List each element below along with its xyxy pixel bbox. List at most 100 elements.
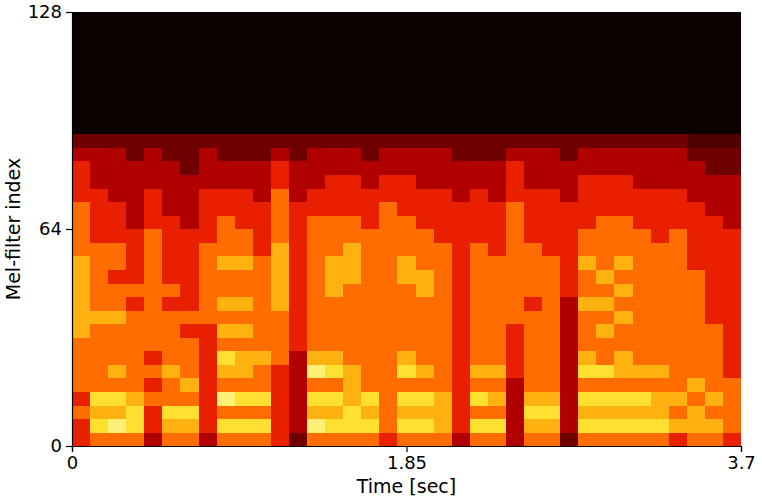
- cell: [397, 202, 416, 216]
- cell: [343, 297, 362, 311]
- cell: [488, 242, 507, 256]
- cell: [614, 405, 633, 419]
- cell: [524, 297, 543, 311]
- cell: [506, 432, 525, 446]
- tick-mark: [66, 229, 72, 230]
- cell: [72, 107, 91, 121]
- cell: [199, 297, 218, 311]
- cell: [506, 378, 525, 392]
- cell: [108, 66, 127, 80]
- cell: [614, 256, 633, 270]
- cell: [325, 283, 344, 297]
- cell: [596, 202, 615, 216]
- cell: [596, 419, 615, 433]
- cell: [162, 147, 181, 161]
- cell: [506, 66, 525, 80]
- cell: [687, 405, 706, 419]
- cell: [108, 134, 127, 148]
- cell: [307, 242, 326, 256]
- cell: [687, 419, 706, 433]
- cell: [217, 66, 236, 80]
- cell: [614, 188, 633, 202]
- cell: [614, 174, 633, 188]
- cell: [253, 391, 272, 405]
- cell: [416, 66, 435, 80]
- cell: [542, 80, 561, 94]
- cell: [162, 188, 181, 202]
- cell: [289, 391, 308, 405]
- cell: [705, 107, 724, 121]
- cell: [180, 80, 199, 94]
- cell: [343, 202, 362, 216]
- cell: [596, 310, 615, 324]
- cell: [199, 12, 218, 26]
- cell: [199, 107, 218, 121]
- tick: 3.7: [727, 446, 756, 473]
- cell: [596, 269, 615, 283]
- cell: [72, 52, 91, 66]
- cell: [180, 52, 199, 66]
- cell: [723, 93, 741, 107]
- cell: [542, 337, 561, 351]
- cell: [162, 107, 181, 121]
- cell: [72, 242, 91, 256]
- cell: [560, 80, 579, 94]
- cell: [90, 66, 109, 80]
- cell: [596, 242, 615, 256]
- cell: [633, 174, 652, 188]
- cell: [578, 25, 597, 39]
- cell: [90, 432, 109, 446]
- cell: [108, 419, 127, 433]
- cell: [723, 107, 741, 121]
- cell: [596, 229, 615, 243]
- cell: [542, 174, 561, 188]
- cell: [307, 269, 326, 283]
- cell: [578, 93, 597, 107]
- cell: [560, 52, 579, 66]
- cell: [289, 39, 308, 53]
- cell: [72, 174, 91, 188]
- cell: [488, 66, 507, 80]
- cell: [144, 419, 163, 433]
- cell: [379, 147, 398, 161]
- cell: [217, 310, 236, 324]
- cell: [235, 378, 254, 392]
- cell: [90, 80, 109, 94]
- cell: [669, 66, 688, 80]
- cell: [379, 80, 398, 94]
- cell: [180, 242, 199, 256]
- cell: [108, 351, 127, 365]
- cell: [217, 161, 236, 175]
- cell: [361, 229, 380, 243]
- cell: [524, 174, 543, 188]
- cell: [506, 297, 525, 311]
- cell: [289, 188, 308, 202]
- cell: [633, 215, 652, 229]
- cell: [651, 405, 670, 419]
- cell: [126, 405, 145, 419]
- cell: [614, 147, 633, 161]
- cell: [361, 93, 380, 107]
- cell: [397, 174, 416, 188]
- cell: [235, 12, 254, 26]
- cell: [542, 52, 561, 66]
- cell: [506, 324, 525, 338]
- cell: [72, 391, 91, 405]
- cell: [488, 202, 507, 216]
- cell: [452, 297, 471, 311]
- cell: [162, 120, 181, 134]
- cell: [524, 364, 543, 378]
- cell: [144, 93, 163, 107]
- cell: [614, 297, 633, 311]
- cell: [162, 256, 181, 270]
- cell: [379, 39, 398, 53]
- cell: [687, 310, 706, 324]
- cell: [307, 337, 326, 351]
- cell: [723, 39, 741, 53]
- cell: [397, 405, 416, 419]
- cell: [289, 256, 308, 270]
- cell: [578, 242, 597, 256]
- cell: [126, 337, 145, 351]
- cell: [542, 351, 561, 365]
- cell: [452, 351, 471, 365]
